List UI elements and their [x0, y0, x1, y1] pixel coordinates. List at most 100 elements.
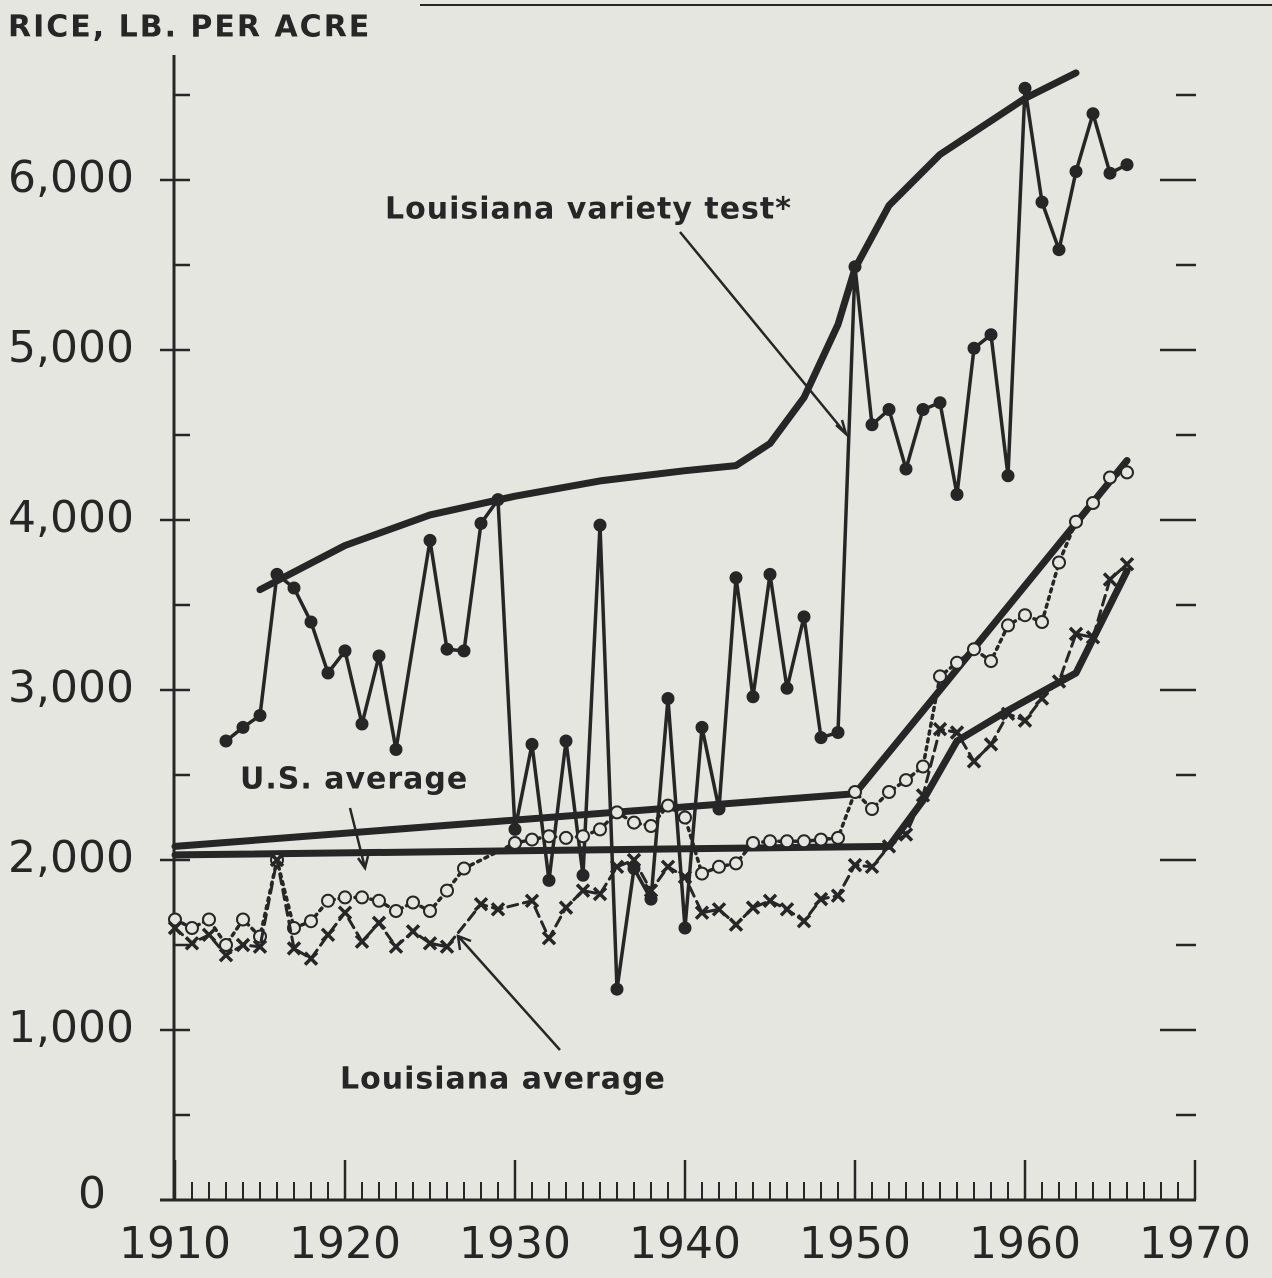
- point: [593, 822, 607, 837]
- point: [1034, 691, 1050, 706]
- point: [423, 533, 437, 547]
- point: [236, 720, 250, 734]
- point: [967, 341, 981, 355]
- y-tick-label: 5,000: [8, 322, 134, 373]
- point: [270, 567, 284, 581]
- point: [779, 902, 795, 917]
- point: [627, 815, 641, 830]
- point: [338, 890, 352, 905]
- point: [542, 829, 556, 844]
- point: [1052, 243, 1066, 257]
- point: [678, 810, 692, 825]
- point: [1001, 618, 1015, 633]
- x-tick-label: 1930: [459, 1218, 571, 1269]
- point: [525, 737, 539, 751]
- point: [882, 403, 896, 416]
- point: [898, 827, 914, 842]
- point: [525, 832, 539, 847]
- point: [474, 516, 488, 530]
- x-tick-label: 1950: [799, 1218, 911, 1269]
- point: [541, 930, 557, 946]
- point: [457, 861, 471, 876]
- point: [338, 644, 352, 658]
- point: [814, 832, 828, 847]
- point: [1102, 572, 1118, 587]
- point: [1018, 608, 1032, 623]
- arrow: [679, 231, 847, 435]
- series-line: [173, 470, 1129, 947]
- point: [1068, 626, 1084, 642]
- point: [389, 743, 403, 756]
- point: [933, 669, 947, 684]
- point: [218, 947, 234, 963]
- point: [1001, 469, 1015, 483]
- point: [694, 905, 710, 920]
- point: [847, 857, 863, 873]
- point: [422, 936, 438, 951]
- point: [201, 927, 217, 943]
- point: [508, 836, 522, 850]
- point: [388, 939, 404, 954]
- point: [1085, 630, 1101, 645]
- point: [337, 905, 353, 920]
- arrow-head: [356, 855, 370, 871]
- point: [1069, 165, 1083, 178]
- point: [473, 896, 489, 912]
- annotation: U.S. average: [240, 762, 468, 797]
- point: [559, 830, 573, 845]
- point: [899, 773, 913, 788]
- point: [729, 571, 743, 585]
- point: [1119, 556, 1135, 572]
- point: [678, 921, 692, 935]
- point: [797, 834, 811, 849]
- point: [915, 788, 931, 803]
- point: [984, 328, 998, 342]
- point: [626, 852, 642, 868]
- point: [576, 868, 590, 882]
- point: [439, 939, 455, 954]
- point: [780, 681, 794, 695]
- x-tick-label: 1940: [629, 1218, 741, 1269]
- arrow-head: [835, 419, 849, 438]
- point: [1018, 81, 1032, 95]
- point: [185, 921, 199, 935]
- point: [831, 726, 845, 739]
- point: [780, 834, 794, 849]
- y-tick-label: 1,000: [8, 1002, 134, 1053]
- point: [219, 938, 233, 952]
- point: [321, 893, 335, 908]
- x-tick-label: 1920: [289, 1218, 401, 1269]
- point: [966, 754, 982, 769]
- point: [167, 920, 183, 936]
- point: [813, 891, 829, 907]
- point: [405, 924, 421, 939]
- point: [695, 720, 709, 734]
- point: [949, 725, 965, 740]
- arrow-head: [456, 934, 472, 951]
- point: [729, 856, 743, 871]
- point: [1069, 514, 1083, 529]
- point: [865, 802, 879, 816]
- point: [524, 893, 540, 909]
- point: [1086, 496, 1100, 510]
- point: [354, 934, 370, 949]
- point: [830, 888, 846, 903]
- point: [1120, 158, 1134, 172]
- annotation: Louisiana variety test*: [385, 192, 792, 227]
- point: [1000, 706, 1016, 722]
- point: [593, 518, 607, 532]
- point: [440, 883, 454, 898]
- series: [219, 81, 1134, 996]
- point: [236, 912, 250, 927]
- annotation-arrows: [348, 231, 849, 1051]
- point: [423, 904, 437, 918]
- arrow: [457, 935, 561, 1051]
- series: [256, 69, 1080, 594]
- point: [355, 717, 369, 731]
- point: [219, 734, 233, 748]
- point: [899, 462, 913, 476]
- point: [967, 642, 981, 657]
- point: [796, 913, 812, 929]
- point: [677, 869, 693, 885]
